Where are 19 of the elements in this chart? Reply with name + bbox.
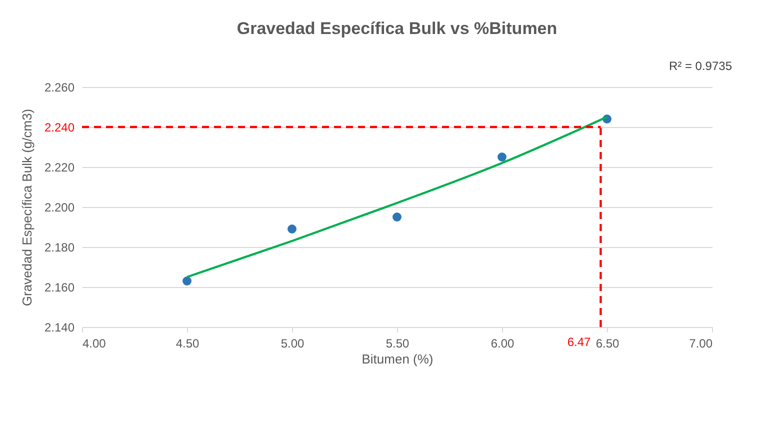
y-tick-label: 2.160 [44,280,75,294]
y-tick-label: 2.220 [44,160,75,174]
x-tick-label: 7.00 [689,336,713,350]
x-tick-label: 5.50 [386,336,410,350]
text: R² = 0.9735 [668,59,732,73]
y-tick-label: 2.180 [44,240,75,254]
y-tick-label: 2.260 [44,80,75,94]
x-axis-title: Bitumen (%) [362,352,434,366]
x-tick-label: 4.50 [176,336,200,350]
y-axis-title: Gravedad Específica Bulk (g/cm3) [19,108,34,306]
ref-line-label: 6.47 [567,335,592,349]
y-tick-label: 2.240 [44,120,75,134]
x-tick-label: 6.00 [490,336,514,350]
y-tick-label: 2.200 [44,200,75,214]
y-tick-label: 2.140 [44,320,75,334]
x-tick-label: 6.50 [596,336,620,350]
chart-title: Gravedad Específica Bulk vs %Bitumen [236,19,558,38]
x-tick-label: 5.00 [280,336,304,350]
x-tick-label: 4.00 [82,336,106,350]
